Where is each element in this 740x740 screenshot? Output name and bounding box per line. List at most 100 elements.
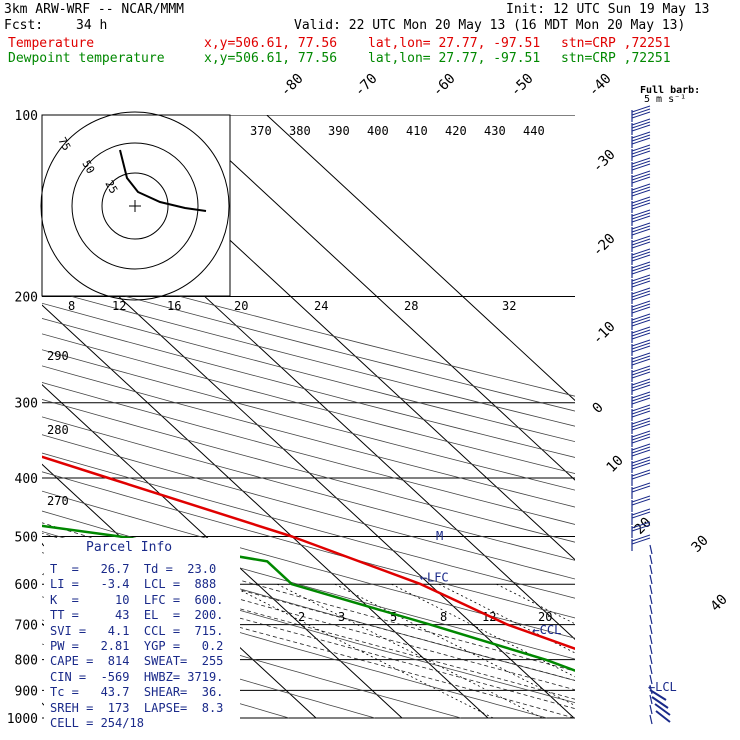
isotherm-line — [180, 115, 575, 481]
theta-left-label: 270 — [47, 494, 69, 508]
profile-clip — [42, 455, 575, 672]
wind-barb-staff — [649, 674, 653, 685]
wind-barb-flag — [631, 326, 651, 334]
isotherm-label: -50 — [508, 71, 537, 100]
wind-barb-staff — [649, 544, 653, 555]
wind-barb-flag — [631, 345, 651, 353]
wind-barb-flag — [631, 150, 651, 158]
wind-barb-flag — [631, 365, 651, 373]
wind-barb-flag — [631, 196, 651, 204]
parcel-row: TT = 43 EL = 200. — [50, 608, 224, 623]
isotherm-label: -80 — [278, 71, 307, 100]
wind-barb-flag — [631, 436, 651, 444]
wind-barb-flag — [631, 163, 651, 171]
wind-barb-flag — [631, 355, 651, 363]
wind-barb-flag — [631, 459, 651, 467]
parcel-row: PW = 2.81 YGP = 0.2 — [50, 639, 224, 653]
wind-barb-staff — [649, 604, 653, 615]
isotherm-label: -20 — [590, 231, 619, 260]
isotherm-label: 30 — [689, 533, 712, 556]
forecast-label: Fcst: — [4, 18, 44, 33]
wind-barb-flag — [631, 339, 651, 347]
hodograph-ring — [40, 111, 230, 301]
mixing-ratio-line — [496, 583, 575, 625]
wind-barb-flag — [631, 108, 651, 116]
temperature-xy: x,y=506.61, 77.56 — [204, 36, 338, 51]
parcel-row: T = 26.7 Td = 23.0 — [50, 562, 217, 576]
wind-barb-flag — [631, 131, 651, 139]
wind-barb-flag — [631, 319, 651, 327]
speed-label: 8 — [68, 299, 75, 313]
mixing-ratio-label: 8 — [440, 610, 447, 624]
wind-barb-flag — [631, 121, 651, 129]
temperature-legend: Temperature — [8, 36, 95, 51]
hodograph-trace — [119, 149, 207, 212]
wind-barb-flag — [631, 313, 651, 321]
moist-adiabat — [42, 572, 575, 719]
wind-barb-flag — [631, 176, 651, 184]
wind-barb-flag — [631, 404, 651, 412]
wind-barb-flag — [631, 287, 651, 295]
wind-barb-flag — [631, 160, 651, 168]
wind-barb-flag — [631, 267, 651, 275]
barb-legend-units: 5 m s⁻¹ — [644, 94, 687, 105]
hodograph-ring-label: 50 — [79, 158, 97, 176]
theta-left-label: 280 — [47, 423, 69, 437]
wind-barb-flag — [631, 511, 651, 519]
wind-barb-staff — [649, 714, 653, 725]
isotherm-label: 20 — [632, 515, 655, 538]
wind-barb-flag — [631, 446, 651, 454]
hodograph-ring-label: 25 — [102, 178, 120, 196]
dry-adiabat — [42, 333, 575, 474]
pressure-label: 1000 — [7, 712, 38, 727]
wind-barb-flag — [631, 417, 651, 425]
isotherm-line — [42, 304, 489, 719]
wind-barb-flag — [631, 248, 651, 256]
wind-barb-flag — [631, 137, 651, 145]
wind-barb-staff — [649, 644, 653, 655]
parcel-row: CELL = 254/18 — [50, 716, 144, 730]
wind-barb-flag — [631, 397, 651, 405]
valid-time: Valid: 22 UTC Mon 20 May 13 (16 MDT Mon … — [294, 18, 686, 33]
isotherm-label: 40 — [708, 592, 731, 615]
wind-barb-flag — [631, 215, 651, 223]
theta-label: 410 — [406, 124, 428, 138]
wind-barb-flag — [631, 306, 651, 314]
wind-barb-flag — [631, 443, 651, 451]
wind-barb-staff — [649, 614, 653, 625]
dry-adiabat — [42, 490, 575, 639]
dewpoint-legend: Dewpoint temperature — [8, 51, 165, 66]
wind-barb-flag — [631, 183, 651, 191]
dry-adiabat — [42, 259, 575, 397]
wind-barb-flag — [631, 508, 651, 516]
wind-barb-flag — [631, 241, 651, 249]
dry-adiabat — [42, 349, 575, 491]
wind-barb-flag — [631, 186, 651, 194]
wind-barb-flag — [631, 482, 651, 490]
wind-barb-flag — [631, 449, 651, 457]
wind-barb-flag — [631, 209, 651, 217]
theta-left-label: 290 — [47, 349, 69, 363]
temperature-latlon: lat,lon= 27.77, -97.51 — [368, 36, 541, 51]
wind-barb-flag — [631, 469, 651, 477]
theta-label: 400 — [367, 124, 389, 138]
pressure-label: 900 — [15, 684, 38, 699]
wind-barb-flag — [631, 420, 651, 428]
wind-barb-flag — [631, 280, 651, 288]
parcel-row: K = 10 LFC = 600. — [50, 592, 224, 607]
wind-barb-flag — [631, 352, 651, 360]
wind-barb-flag — [631, 303, 651, 311]
pressure-label: 200 — [15, 291, 38, 306]
speed-label: 12 — [112, 299, 126, 313]
profile-layer — [42, 455, 575, 672]
isotherm-label: -30 — [590, 147, 619, 176]
wind-barb-flag — [631, 235, 651, 243]
dewpoint-line — [42, 524, 575, 672]
grid-clip — [42, 115, 575, 719]
wind-barb-flag — [631, 316, 651, 324]
isotherm-line — [42, 383, 403, 719]
hodograph-ring — [101, 172, 169, 240]
dry-adiabat — [42, 452, 575, 599]
